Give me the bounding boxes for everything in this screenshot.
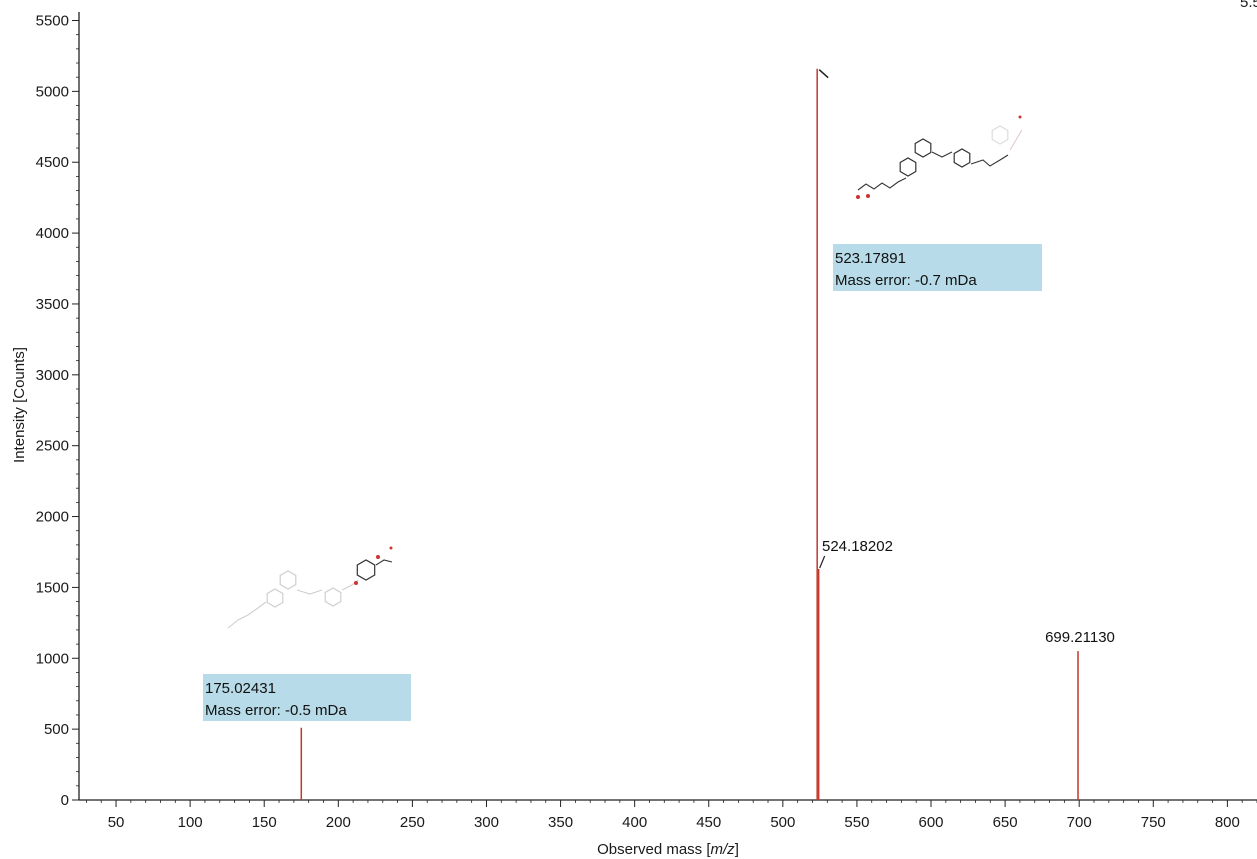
molecule-ring-faint [324, 587, 342, 607]
y-tick-label: 4500 [36, 154, 69, 171]
peak-marker [818, 69, 829, 79]
y-tick-label: 5500 [36, 13, 69, 30]
x-tick-label: 250 [400, 814, 425, 831]
x-tick-label: 150 [252, 814, 277, 831]
x-tick-label: 500 [770, 814, 795, 831]
peak-bars [300, 68, 1079, 800]
molecule-chain-faint [1009, 129, 1023, 151]
annotation-mz: 175.02431 [205, 680, 276, 697]
peak-annotations: 175.02431 Mass error: -0.5 mDa 523.17891 Ma… [203, 69, 1115, 721]
x-tick-label: 100 [178, 814, 203, 831]
y-tick-label: 0 [61, 792, 69, 809]
y-tick-label: 2000 [36, 509, 69, 526]
y-tick-label: 500 [44, 721, 69, 738]
y-tick-label: 1500 [36, 579, 69, 596]
x-axis-label-prefix: Observed mass [ [597, 841, 711, 858]
molecule-chain [375, 559, 393, 566]
molecule-ring-faint [266, 588, 284, 608]
x-tick-label: 800 [1215, 814, 1240, 831]
x-tick-label: 700 [1067, 814, 1092, 831]
molecule-ring [356, 559, 376, 581]
molecule-ring-faint [279, 570, 297, 590]
axes: 0 500 1000 1500 2000 2500 3000 3500 4000 4500 5000… [36, 12, 1257, 831]
molecule-chain-faint [227, 601, 267, 629]
molecule-chain [931, 151, 953, 158]
y-tick-label: 3000 [36, 367, 69, 384]
annotation-mz: 523.17891 [835, 250, 906, 267]
y-tick-label: 1000 [36, 650, 69, 667]
x-tick-label: 200 [326, 814, 351, 831]
y-tick-label: 3500 [36, 296, 69, 313]
peak-label: 699.21130 [1045, 629, 1115, 646]
y-tick-label: 2500 [36, 438, 69, 455]
molecule-chain [970, 154, 1009, 167]
molecule-atom [1018, 115, 1022, 119]
x-tick-label: 350 [548, 814, 573, 831]
molecule-atom [354, 581, 358, 585]
annotation-box [203, 674, 411, 721]
peak-marker [819, 555, 826, 569]
molecule-atom [389, 546, 393, 550]
x-tick-label: 650 [993, 814, 1018, 831]
molecule-ring [899, 157, 917, 177]
annotation-mass-error: Mass error: -0.5 mDa [205, 702, 347, 719]
molecule-ring [953, 148, 971, 168]
corner-readout: 5.58 [1240, 0, 1257, 11]
molecule-atom [856, 195, 860, 199]
peak-label: 524.18202 [822, 538, 893, 555]
x-tick-label: 400 [622, 814, 647, 831]
molecule-chain-faint [296, 589, 323, 595]
y-tick-label: 4000 [36, 225, 69, 242]
molecule-atom [866, 194, 870, 198]
x-tick-label: 750 [1141, 814, 1166, 831]
molecular-structures [227, 115, 1023, 629]
annotation-mass-error: Mass error: -0.7 mDa [835, 272, 977, 289]
x-tick-label: 550 [844, 814, 869, 831]
annotation-box [833, 244, 1042, 291]
x-axis-label: Observed mass [m/z] [597, 841, 739, 858]
molecule-ring-faint [991, 125, 1009, 145]
y-axis-label: Intensity [Counts] [11, 347, 28, 463]
x-axis-label-italic: m/z [711, 841, 736, 858]
x-tick-label: 300 [474, 814, 499, 831]
molecule-ring [914, 138, 932, 158]
x-tick-label: 600 [918, 814, 943, 831]
molecule-atom [376, 555, 380, 559]
x-axis-label-suffix: ] [735, 841, 739, 858]
y-tick-label: 5000 [36, 83, 69, 100]
x-tick-label: 450 [696, 814, 721, 831]
molecule-chain [857, 177, 907, 191]
x-tick-label: 50 [108, 814, 125, 831]
